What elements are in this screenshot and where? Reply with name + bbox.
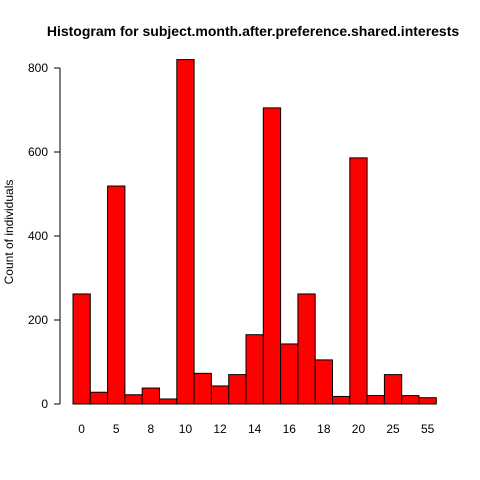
chart-title: Histogram for subject.month.after.prefer… bbox=[47, 23, 460, 39]
bar-15 bbox=[262, 107, 282, 405]
bar-1 bbox=[89, 391, 109, 405]
bar-9 bbox=[159, 398, 178, 405]
bar-30 bbox=[401, 395, 420, 405]
bar-6 bbox=[124, 394, 143, 405]
x-tick-label-20: 20 bbox=[352, 422, 366, 436]
x-tick-label-0: 0 bbox=[78, 422, 85, 436]
y-tick-label-600: 600 bbox=[28, 145, 48, 159]
bar-18 bbox=[314, 359, 334, 405]
bar-13 bbox=[228, 374, 247, 405]
bar-19 bbox=[332, 395, 351, 405]
bar-16 bbox=[280, 343, 299, 405]
bar-10 bbox=[176, 59, 195, 405]
bar-25 bbox=[383, 374, 403, 405]
x-tick-label-25: 25 bbox=[386, 422, 400, 436]
bar-0 bbox=[72, 293, 91, 405]
x-tick-label-55: 55 bbox=[421, 422, 435, 436]
y-tick-label-800: 800 bbox=[28, 61, 48, 75]
x-tick-label-16: 16 bbox=[283, 422, 297, 436]
x-tick-label-10: 10 bbox=[179, 422, 193, 436]
x-tick-label-18: 18 bbox=[317, 422, 331, 436]
y-tick-label-0: 0 bbox=[41, 397, 48, 411]
bars-group bbox=[72, 59, 437, 405]
x-tick-label-12: 12 bbox=[213, 422, 227, 436]
bar-17 bbox=[297, 293, 316, 405]
bar-11 bbox=[193, 372, 212, 405]
bar-14 bbox=[245, 334, 264, 405]
x-axis: 0 5 8 10 12 14 16 18 20 25 55 bbox=[78, 422, 434, 436]
x-tick-label-14: 14 bbox=[248, 422, 262, 436]
y-tick-label-400: 400 bbox=[28, 229, 48, 243]
bar-12 bbox=[210, 385, 230, 405]
y-axis: 0 200 400 600 800 bbox=[28, 61, 61, 411]
bar-20 bbox=[349, 157, 368, 405]
y-axis-label: Count of individuals bbox=[2, 180, 16, 285]
bar-5 bbox=[107, 185, 126, 405]
x-tick-label-8: 8 bbox=[148, 422, 155, 436]
x-tick-label-5: 5 bbox=[113, 422, 120, 436]
bar-8 bbox=[141, 387, 160, 405]
y-tick-label-200: 200 bbox=[28, 313, 48, 327]
bar-55 bbox=[418, 397, 437, 405]
bar-21 bbox=[366, 395, 385, 405]
